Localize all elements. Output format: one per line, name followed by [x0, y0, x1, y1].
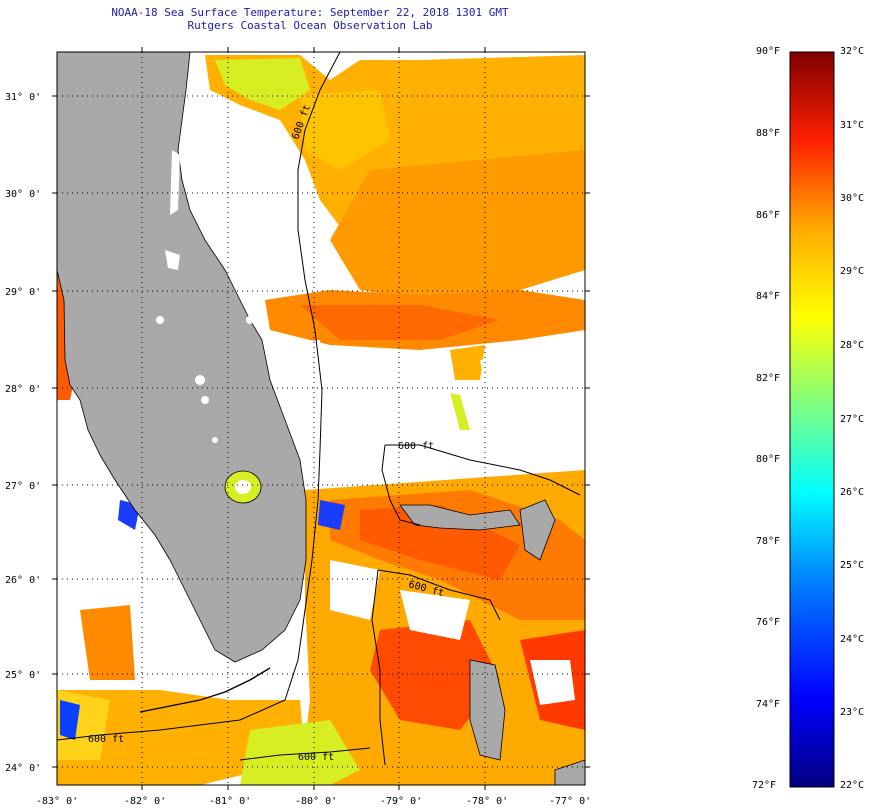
lat-label: 26° 0': [5, 575, 41, 586]
contour-label: 600 ft: [298, 752, 334, 763]
lon-label: -77° 0': [549, 796, 591, 807]
lat-label: 27° 0': [5, 481, 41, 492]
lon-label: -78° 0': [466, 796, 508, 807]
colorbar-c-label: 30°C: [840, 193, 865, 204]
colorbar-c-label: 31°C: [840, 120, 865, 131]
inland-water: [156, 150, 254, 443]
colorbar-c-label: 24°C: [840, 634, 865, 645]
contour-label: 600 ft: [88, 734, 124, 745]
florida-keys: [139, 667, 271, 713]
cloud-mask: [250, 340, 585, 705]
colorbar-f-label: 78°F: [756, 536, 781, 547]
longitude-labels: -83° 0' -82° 0' -81° 0' -80° 0' -79° 0' …: [36, 796, 591, 807]
colorbar-c-label: 26°C: [840, 487, 865, 498]
colorbar-f-label: 84°F: [756, 291, 781, 302]
colorbar-f-label: 82°F: [756, 373, 781, 384]
florida-land: [57, 52, 307, 663]
depth-contours: [57, 52, 581, 766]
lat-label: 31° 0': [5, 92, 41, 103]
lat-label: 29° 0': [5, 287, 41, 298]
latitude-labels: 31° 0' 30° 0' 29° 0' 28° 0' 27° 0' 26° 0…: [5, 92, 41, 774]
colorbar-f-label: 88°F: [756, 128, 781, 139]
lon-label: -81° 0': [209, 796, 251, 807]
colorbar-c-label: 25°C: [840, 560, 865, 571]
lat-label: 30° 0': [5, 189, 41, 200]
colorbar-f-label: 86°F: [756, 210, 781, 221]
map-content: [57, 52, 585, 785]
abaco: [519, 499, 556, 561]
colorbar-c-label: 27°C: [840, 414, 865, 425]
lon-label: -83° 0': [36, 796, 78, 807]
colorbar-c-label: 28°C: [840, 340, 865, 351]
lat-label: 28° 0': [5, 384, 41, 395]
lon-label: -82° 0': [124, 796, 166, 807]
colorbar-f-label: 72°F: [752, 780, 777, 791]
andros: [469, 659, 506, 761]
lon-label: -79° 0': [380, 796, 422, 807]
graticule: [57, 52, 585, 785]
chart-title: NOAA-18 Sea Surface Temperature: Septemb…: [111, 6, 509, 19]
colorbar-f-label: 80°F: [756, 454, 781, 465]
chart-subtitle: Rutgers Coastal Ocean Observation Lab: [187, 19, 433, 32]
lat-label: 25° 0': [5, 670, 41, 681]
map-frame: [56, 51, 586, 786]
contour-label: 600 ft: [398, 441, 434, 452]
grand-bahama: [399, 504, 521, 531]
colorbar-c-label: 23°C: [840, 707, 865, 718]
colorbar-f-label: 76°F: [756, 617, 781, 628]
lon-label: -80° 0': [295, 796, 337, 807]
colorbar-c-label: 29°C: [840, 266, 865, 277]
cuba-coast: [554, 759, 585, 785]
lat-label: 24° 0': [5, 763, 41, 774]
colorbar-f-label: 90°F: [756, 46, 781, 57]
colorbar-c-label: 22°C: [840, 780, 865, 791]
colorbar-f-label: 74°F: [756, 699, 781, 710]
axis-ticks: [52, 47, 590, 790]
colorbar: [789, 51, 835, 788]
colorbar-c-label: 32°C: [840, 46, 865, 57]
